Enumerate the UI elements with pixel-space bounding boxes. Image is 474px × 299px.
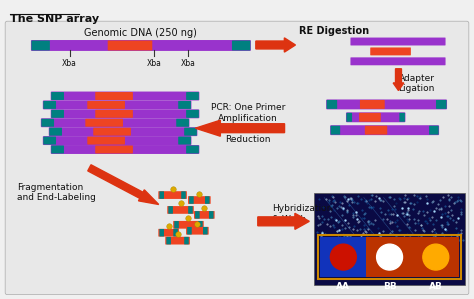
FancyBboxPatch shape	[165, 237, 190, 245]
FancyBboxPatch shape	[95, 92, 133, 100]
FancyBboxPatch shape	[158, 229, 179, 237]
FancyBboxPatch shape	[370, 48, 411, 55]
FancyBboxPatch shape	[159, 229, 164, 237]
FancyArrow shape	[195, 120, 284, 136]
FancyBboxPatch shape	[168, 206, 173, 214]
FancyBboxPatch shape	[203, 227, 208, 234]
FancyBboxPatch shape	[87, 101, 125, 109]
FancyBboxPatch shape	[49, 128, 62, 136]
FancyBboxPatch shape	[93, 128, 131, 136]
FancyBboxPatch shape	[360, 100, 385, 109]
FancyBboxPatch shape	[87, 137, 125, 144]
FancyBboxPatch shape	[51, 110, 64, 118]
FancyBboxPatch shape	[41, 119, 54, 127]
FancyArrow shape	[88, 165, 159, 205]
FancyBboxPatch shape	[195, 211, 200, 219]
FancyBboxPatch shape	[429, 126, 438, 135]
FancyBboxPatch shape	[173, 229, 178, 237]
FancyBboxPatch shape	[205, 196, 210, 204]
Text: PCR: One Primer
Amplification: PCR: One Primer Amplification	[211, 103, 285, 123]
FancyBboxPatch shape	[43, 100, 191, 109]
Text: AA: AA	[337, 282, 350, 291]
FancyBboxPatch shape	[51, 145, 200, 154]
Circle shape	[423, 244, 449, 270]
FancyBboxPatch shape	[188, 206, 193, 214]
Text: Genomic DNA (250 ng): Genomic DNA (250 ng)	[84, 28, 197, 38]
Text: Complexity
Reduction: Complexity Reduction	[222, 124, 273, 144]
FancyArrow shape	[258, 213, 310, 229]
Text: Xba: Xba	[181, 59, 196, 68]
FancyBboxPatch shape	[51, 91, 200, 100]
FancyBboxPatch shape	[159, 191, 164, 199]
FancyBboxPatch shape	[166, 237, 171, 244]
Text: AB: AB	[429, 282, 443, 291]
Circle shape	[377, 244, 402, 270]
FancyBboxPatch shape	[359, 113, 381, 122]
FancyBboxPatch shape	[184, 237, 189, 244]
FancyBboxPatch shape	[51, 92, 64, 100]
FancyBboxPatch shape	[5, 21, 469, 295]
FancyBboxPatch shape	[186, 146, 199, 153]
FancyBboxPatch shape	[346, 113, 352, 122]
FancyBboxPatch shape	[31, 41, 50, 51]
Text: RE Digestion: RE Digestion	[300, 26, 370, 36]
Circle shape	[330, 244, 356, 270]
FancyBboxPatch shape	[346, 112, 405, 122]
FancyBboxPatch shape	[413, 237, 459, 277]
FancyArrow shape	[256, 38, 295, 52]
FancyBboxPatch shape	[209, 211, 213, 219]
FancyBboxPatch shape	[187, 227, 191, 234]
FancyBboxPatch shape	[327, 100, 337, 109]
FancyBboxPatch shape	[186, 92, 199, 100]
FancyBboxPatch shape	[158, 191, 187, 199]
FancyBboxPatch shape	[331, 126, 340, 135]
FancyBboxPatch shape	[43, 101, 56, 109]
FancyBboxPatch shape	[178, 101, 191, 109]
FancyBboxPatch shape	[51, 109, 200, 118]
FancyBboxPatch shape	[85, 119, 123, 127]
FancyBboxPatch shape	[350, 38, 446, 45]
FancyBboxPatch shape	[41, 118, 190, 127]
FancyBboxPatch shape	[43, 136, 191, 145]
FancyBboxPatch shape	[43, 137, 56, 144]
FancyBboxPatch shape	[31, 40, 251, 51]
FancyBboxPatch shape	[184, 128, 197, 136]
FancyBboxPatch shape	[194, 211, 215, 219]
FancyBboxPatch shape	[326, 100, 447, 109]
Text: The SNP array: The SNP array	[10, 14, 99, 24]
Text: Xba: Xba	[146, 59, 161, 68]
FancyBboxPatch shape	[436, 100, 447, 109]
FancyBboxPatch shape	[108, 41, 152, 51]
FancyBboxPatch shape	[188, 196, 210, 204]
FancyBboxPatch shape	[174, 221, 179, 228]
Text: Fragmentation
and End-Labeling: Fragmentation and End-Labeling	[17, 183, 96, 202]
FancyBboxPatch shape	[51, 146, 64, 153]
FancyBboxPatch shape	[186, 110, 199, 118]
FancyBboxPatch shape	[186, 227, 209, 235]
FancyBboxPatch shape	[176, 119, 189, 127]
FancyBboxPatch shape	[181, 191, 186, 199]
Text: Adapter
Ligation: Adapter Ligation	[399, 74, 435, 93]
FancyBboxPatch shape	[366, 237, 413, 277]
FancyBboxPatch shape	[320, 237, 366, 277]
FancyBboxPatch shape	[365, 126, 387, 135]
FancyBboxPatch shape	[232, 41, 250, 51]
FancyBboxPatch shape	[198, 221, 202, 228]
FancyBboxPatch shape	[178, 137, 191, 144]
FancyBboxPatch shape	[314, 193, 465, 285]
FancyBboxPatch shape	[350, 57, 446, 65]
FancyBboxPatch shape	[189, 196, 194, 204]
Text: BB: BB	[383, 282, 396, 291]
FancyBboxPatch shape	[95, 110, 133, 118]
Text: Hybridization
& Wash: Hybridization & Wash	[272, 205, 332, 224]
Text: Xba: Xba	[62, 59, 77, 68]
FancyBboxPatch shape	[330, 125, 439, 135]
FancyBboxPatch shape	[95, 146, 133, 153]
FancyBboxPatch shape	[173, 221, 204, 229]
FancyBboxPatch shape	[49, 127, 197, 136]
FancyBboxPatch shape	[399, 113, 405, 122]
FancyBboxPatch shape	[167, 206, 194, 214]
FancyArrow shape	[393, 69, 404, 91]
